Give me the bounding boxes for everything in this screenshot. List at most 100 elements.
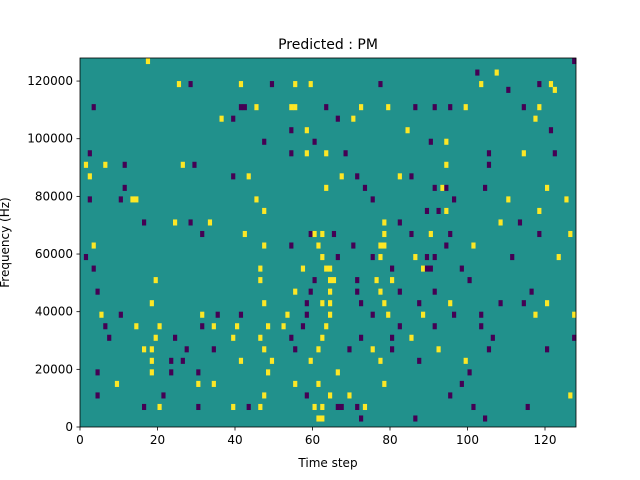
heatmap-cell: [370, 254, 375, 261]
y-tick-label: 40000: [35, 305, 73, 319]
heatmap-cell: [304, 392, 309, 399]
heatmap-cell: [149, 357, 154, 364]
x-axis: 0 20 40 60 80 100 120: [76, 427, 556, 447]
heatmap-cell: [324, 104, 329, 111]
heatmap-cell: [196, 369, 201, 376]
heatmap-cell: [548, 127, 554, 134]
heatmap-cell: [347, 346, 352, 353]
heatmap-cell: [351, 242, 356, 249]
y-tick-label: 80000: [35, 189, 73, 203]
heatmap-cell: [424, 265, 430, 272]
heatmap-cell: [269, 81, 275, 88]
heatmap-cell: [328, 300, 333, 307]
heatmap-cell: [444, 207, 449, 214]
heatmap-cell: [153, 334, 158, 341]
heatmap-cell: [304, 127, 309, 134]
heatmap-cell: [320, 415, 325, 422]
heatmap-cell: [428, 230, 433, 238]
heatmap-cell: [262, 242, 267, 249]
heatmap-cell: [188, 219, 193, 226]
heatmap-cell: [355, 403, 360, 411]
heatmap-cell: [432, 254, 437, 261]
heatmap-cell: [378, 81, 383, 88]
heatmap-cell: [180, 357, 185, 364]
heatmap-cell: [382, 219, 387, 226]
heatmap-cell: [386, 104, 391, 111]
heatmap-cell: [238, 104, 244, 111]
heatmap-cell: [300, 323, 306, 330]
heatmap-cell: [533, 115, 538, 122]
heatmap-cell: [448, 392, 453, 399]
heatmap-cell: [196, 403, 201, 411]
heatmap-cell: [258, 403, 263, 411]
heatmap-cell: [440, 184, 445, 191]
heatmap-cell: [397, 173, 402, 180]
heatmap-cell: [142, 403, 147, 411]
heatmap-cell: [254, 196, 259, 203]
heatmap-cell: [428, 138, 433, 145]
heatmap-cell: [231, 115, 236, 122]
heatmap-cell: [436, 346, 441, 353]
heatmap-cell: [471, 403, 476, 411]
heatmap-cell: [122, 184, 127, 191]
heatmap-cell: [343, 150, 348, 157]
heatmap-cell: [359, 334, 364, 341]
x-axis-label: Time step: [297, 456, 357, 470]
heatmap-cell: [192, 161, 197, 168]
heatmap-cell: [444, 161, 449, 168]
heatmap-cell: [157, 323, 162, 330]
heatmap-cell: [300, 265, 306, 272]
heatmap-cell: [289, 242, 294, 249]
heatmap-cell: [328, 311, 333, 318]
heatmap-cell: [510, 254, 515, 261]
heatmap-cell: [347, 392, 352, 399]
heatmap-cell: [382, 380, 387, 387]
heatmap-cell: [258, 265, 263, 272]
heatmap-cell: [459, 380, 464, 387]
heatmap-cell: [351, 115, 356, 122]
heatmap-cell: [331, 277, 337, 284]
heatmap-cell: [173, 334, 178, 341]
heatmap-cell: [339, 173, 344, 180]
heatmap-cell: [521, 300, 526, 307]
heatmap-cell: [269, 357, 275, 364]
heatmap-cell: [386, 311, 391, 318]
heatmap-cell: [545, 300, 550, 307]
heatmap-cell: [188, 81, 193, 88]
heatmap-cell: [537, 230, 542, 238]
heatmap-cell: [320, 254, 325, 261]
x-tick-label: 40: [227, 433, 242, 447]
heatmap-cell: [176, 81, 182, 88]
heatmap-cell: [490, 334, 495, 341]
heatmap-cell: [552, 150, 557, 157]
y-tick-label: 60000: [35, 247, 73, 261]
heatmap-cell: [572, 311, 577, 318]
heatmap-cell: [359, 300, 364, 307]
heatmap-cell: [238, 357, 244, 364]
heatmap-cell: [324, 323, 329, 330]
heatmap-cell: [572, 334, 577, 341]
heatmap-cell: [87, 173, 92, 180]
heatmap-cell: [413, 415, 418, 422]
heatmap-cell: [448, 104, 453, 111]
heatmap-cell: [211, 346, 216, 353]
heatmap-cell: [231, 334, 236, 341]
heatmap-cell: [87, 150, 92, 157]
heatmap-cell: [149, 346, 154, 353]
heatmap-cell: [316, 380, 321, 387]
heatmap-cell: [312, 138, 317, 145]
heatmap-cell: [118, 196, 123, 203]
heatmap-cell: [316, 415, 321, 422]
heatmap-cell: [517, 219, 523, 226]
heatmap-cell: [324, 184, 329, 191]
heatmap-cell: [320, 230, 325, 238]
heatmap-cell: [494, 69, 499, 76]
heatmap-cell: [378, 254, 383, 261]
heatmap-cell: [235, 323, 240, 330]
x-tick-label: 0: [76, 433, 84, 447]
heatmap-cell: [428, 265, 433, 272]
heatmap-cell: [304, 150, 309, 157]
heatmap-cell: [537, 207, 542, 214]
heatmap-cell: [378, 242, 383, 249]
